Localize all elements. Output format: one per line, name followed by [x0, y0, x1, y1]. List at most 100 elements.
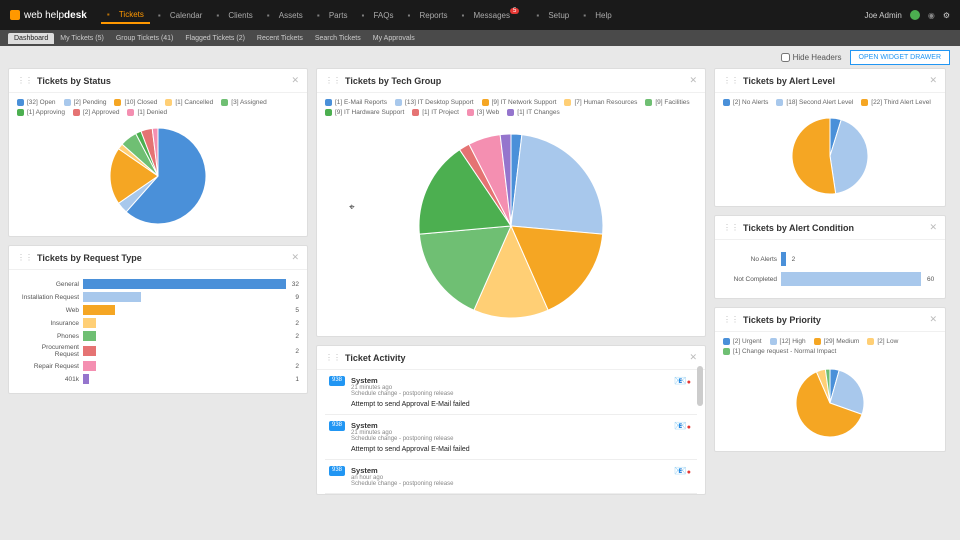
legend-label: [1] Cancelled: [175, 99, 213, 106]
legend-item[interactable]: [29] Medium: [814, 338, 860, 345]
legend-item[interactable]: [1] E-Mail Reports: [325, 99, 387, 106]
legend-swatch: [770, 338, 777, 345]
legend-label: [29] Medium: [824, 338, 860, 345]
nav-assets[interactable]: ▪Assets: [261, 7, 309, 24]
legend-swatch: [17, 109, 24, 116]
card-close-icon[interactable]: ✕: [689, 75, 697, 86]
card-close-icon[interactable]: ✕: [929, 75, 937, 86]
legend-item[interactable]: [32] Open: [17, 99, 56, 106]
subnav-item[interactable]: Flagged Tickets (2): [179, 33, 251, 44]
bar-row[interactable]: General32: [17, 279, 299, 289]
drag-grip-icon[interactable]: ⋮⋮: [325, 353, 341, 362]
hide-headers-input[interactable]: [781, 53, 790, 62]
legend-item[interactable]: [1] Approving: [17, 109, 65, 116]
bar-row[interactable]: 401k1: [17, 374, 299, 384]
nav-reports[interactable]: ▪Reports: [402, 7, 454, 24]
card-close-icon[interactable]: ✕: [291, 252, 299, 263]
nav-label: Messages: [474, 11, 510, 20]
legend-alertlevel: [2] No Alerts [18] Second Alert Level [22]…: [723, 99, 937, 106]
nav-help[interactable]: ▪Help: [577, 7, 617, 24]
activity-list: 938System21 minutes agoSchedule change -…: [317, 370, 705, 494]
legend-item[interactable]: [3] Web: [467, 109, 499, 116]
user-avatar-icon[interactable]: ◉: [928, 11, 935, 20]
hide-headers-checkbox[interactable]: Hide Headers: [781, 53, 842, 62]
nav-clients[interactable]: ▪Clients: [210, 7, 258, 24]
bar-row[interactable]: Procurement Request2: [17, 344, 299, 358]
nav-parts[interactable]: ▪Parts: [311, 7, 354, 24]
drag-grip-icon[interactable]: ⋮⋮: [723, 76, 739, 85]
legend-item[interactable]: [9] IT Network Support: [482, 99, 557, 106]
subnav-item[interactable]: My Approvals: [367, 33, 421, 44]
bar-track: [83, 374, 289, 384]
activity-ticket-badge: 938: [329, 376, 345, 386]
nav-setup[interactable]: ▪Setup: [530, 7, 575, 24]
legend-item[interactable]: [9] IT Hardware Support: [325, 109, 404, 116]
drag-grip-icon[interactable]: ⋮⋮: [17, 253, 33, 262]
bar-row[interactable]: Insurance2: [17, 318, 299, 328]
nav-calendar[interactable]: ▪Calendar: [152, 7, 208, 24]
legend-item[interactable]: [2] Approved: [73, 109, 120, 116]
legend-item[interactable]: [1] Cancelled: [165, 99, 213, 106]
card-close-icon[interactable]: ✕: [689, 352, 697, 363]
bar-label: Installation Request: [17, 294, 79, 301]
card-close-icon[interactable]: ✕: [291, 75, 299, 86]
legend-label: [2] Low: [877, 338, 898, 345]
legend-item[interactable]: [3] Assigned: [221, 99, 266, 106]
legend-item[interactable]: [10] Closed: [114, 99, 157, 106]
legend-item[interactable]: [9] Facilities: [645, 99, 689, 106]
legend-label: [7] Human Resources: [574, 99, 637, 106]
subnav-item[interactable]: Dashboard: [8, 33, 54, 44]
assets-icon: ▪: [267, 11, 276, 20]
bar-row[interactable]: No Alerts2: [723, 252, 937, 266]
legend-item[interactable]: [2] Pending: [64, 99, 107, 106]
legend-item[interactable]: [1] IT Project: [412, 109, 459, 116]
legend-item[interactable]: [1] IT Changes: [507, 109, 560, 116]
legend-item[interactable]: [2] Low: [867, 338, 898, 345]
pie-slice[interactable]: [792, 118, 836, 194]
legend-item[interactable]: [12] High: [770, 338, 806, 345]
bar-fill: [83, 318, 96, 328]
legend-item[interactable]: [13] IT Desktop Support: [395, 99, 474, 106]
nav-tickets[interactable]: ▪Tickets: [101, 7, 150, 24]
drag-grip-icon[interactable]: ⋮⋮: [723, 315, 739, 324]
settings-gear-icon[interactable]: ⚙: [943, 11, 950, 20]
card-title: Tickets by Status: [37, 76, 291, 86]
legend-swatch: [564, 99, 571, 106]
activity-item[interactable]: 938System21 minutes agoSchedule change -…: [325, 415, 697, 460]
activity-item[interactable]: 938Systeman hour agoSchedule change - po…: [325, 460, 697, 494]
legend-item[interactable]: [1] Change request - Normal Impact: [723, 348, 836, 355]
bar-row[interactable]: Not Completed60: [723, 272, 937, 286]
drag-grip-icon[interactable]: ⋮⋮: [325, 76, 341, 85]
bars-request-type: General32 Installation Request9 Web5 Insura…: [9, 270, 307, 393]
legend-item[interactable]: [1] Denied: [127, 109, 167, 116]
bar-fill: [83, 374, 89, 384]
nav-messages[interactable]: ▪Messages5: [456, 7, 529, 24]
card-close-icon[interactable]: ✕: [929, 314, 937, 325]
presence-icon: [910, 10, 920, 20]
drag-grip-icon[interactable]: ⋮⋮: [723, 223, 739, 232]
subnav-item[interactable]: My Tickets (5): [54, 33, 110, 44]
subnav-item[interactable]: Group Tickets (41): [110, 33, 180, 44]
subnav-item[interactable]: Search Tickets: [309, 33, 367, 44]
bar-row[interactable]: Web5: [17, 305, 299, 315]
bar-row[interactable]: Phones2: [17, 331, 299, 341]
legend-swatch: [507, 109, 514, 116]
nav-label: Tickets: [119, 10, 144, 19]
bar-row[interactable]: Repair Request2: [17, 361, 299, 371]
legend-item[interactable]: [7] Human Resources: [564, 99, 637, 106]
legend-item[interactable]: [22] Third Alert Level: [861, 99, 931, 106]
bar-row[interactable]: Installation Request9: [17, 292, 299, 302]
subnav-item[interactable]: Recent Tickets: [251, 33, 309, 44]
nav-faqs[interactable]: ▪FAQs: [355, 7, 399, 24]
card-close-icon[interactable]: ✕: [929, 222, 937, 233]
pie-slice[interactable]: [511, 135, 603, 235]
legend-item[interactable]: [2] Urgent: [723, 338, 762, 345]
activity-item[interactable]: 938System21 minutes agoSchedule change -…: [325, 370, 697, 415]
scrollbar[interactable]: [697, 366, 703, 406]
legend-item[interactable]: [18] Second Alert Level: [776, 99, 853, 106]
drag-grip-icon[interactable]: ⋮⋮: [17, 76, 33, 85]
bar-label: Procurement Request: [17, 344, 79, 358]
open-widget-drawer-button[interactable]: OPEN WIDGET DRAWER: [850, 50, 950, 65]
activity-message: Attempt to send Approval E-Mail failed: [351, 446, 693, 453]
legend-item[interactable]: [2] No Alerts: [723, 99, 768, 106]
